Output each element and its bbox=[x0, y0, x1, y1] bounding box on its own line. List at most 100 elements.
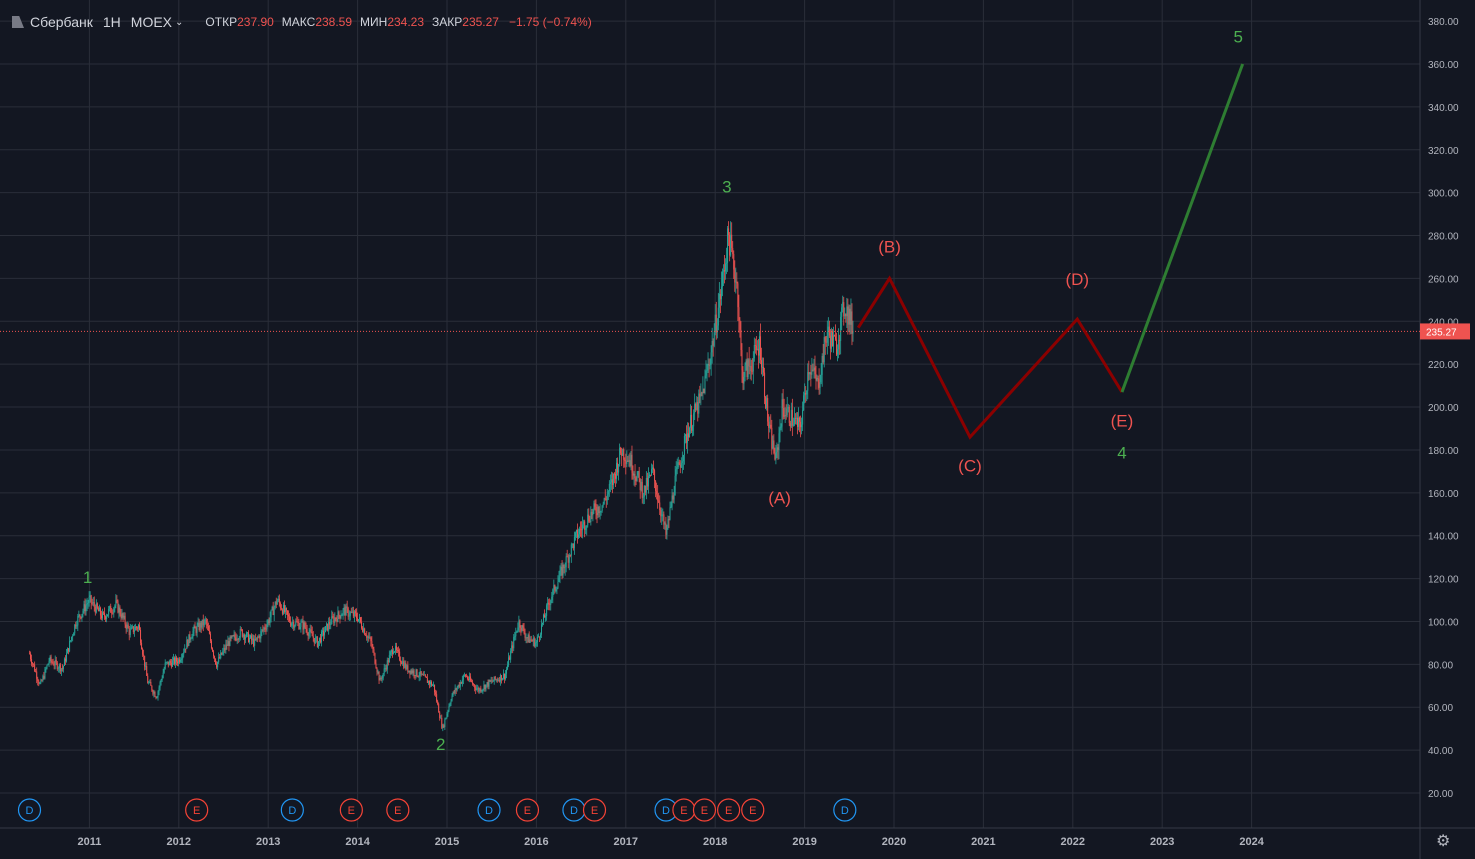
candle-body bbox=[494, 676, 496, 680]
candle-body bbox=[689, 427, 691, 438]
candle-body bbox=[446, 713, 448, 718]
chevron-down-icon[interactable]: ⌄ bbox=[175, 16, 184, 28]
candle-body bbox=[782, 399, 784, 408]
candle-body bbox=[817, 377, 819, 379]
candle-body bbox=[737, 283, 739, 308]
interval[interactable]: 1Н bbox=[102, 14, 121, 30]
candle-body bbox=[647, 476, 649, 487]
low-value: 234.23 bbox=[387, 15, 425, 29]
candle-body bbox=[479, 688, 481, 692]
candle-body bbox=[296, 621, 298, 623]
candle-body bbox=[375, 663, 377, 669]
candle-body bbox=[351, 611, 353, 613]
gear-icon[interactable]: ⚙ bbox=[1436, 833, 1451, 850]
candle-body bbox=[413, 670, 415, 676]
candle-body bbox=[356, 618, 358, 622]
candle-body bbox=[678, 462, 680, 465]
close-value: 235.27 bbox=[462, 15, 499, 29]
candle-body bbox=[759, 336, 761, 361]
candle-body bbox=[460, 682, 462, 684]
forecast-abcde-line bbox=[856, 275, 1124, 440]
candle-body bbox=[681, 461, 683, 463]
candle-body bbox=[646, 478, 648, 487]
earnings-marker bbox=[339, 798, 363, 822]
candle-body bbox=[271, 606, 273, 610]
candle-body bbox=[746, 360, 748, 377]
candle-body bbox=[216, 664, 218, 668]
candle-body bbox=[586, 525, 588, 529]
candle-body bbox=[309, 629, 311, 633]
candle-body bbox=[85, 605, 87, 612]
candle-body bbox=[674, 475, 676, 496]
exchange[interactable]: MOEX bbox=[130, 14, 173, 30]
x-tick-label: 2019 bbox=[792, 836, 816, 848]
candle-body bbox=[697, 402, 699, 414]
candle-body bbox=[77, 615, 79, 626]
candle-body bbox=[531, 640, 533, 642]
candle-body bbox=[743, 377, 745, 384]
candle-body bbox=[188, 634, 190, 646]
candle-body bbox=[323, 630, 325, 636]
y-tick-label: 200.00 bbox=[1428, 403, 1459, 414]
candle-body bbox=[434, 684, 436, 693]
candle-body bbox=[812, 369, 814, 371]
earnings-marker bbox=[692, 798, 717, 822]
wave-label: (B) bbox=[878, 238, 901, 257]
x-tick-label: 2015 bbox=[435, 836, 459, 848]
candle-body bbox=[461, 679, 463, 684]
event-marker-label: E bbox=[701, 805, 708, 817]
candle-body bbox=[632, 472, 634, 476]
candle-body bbox=[739, 320, 741, 330]
candle-body bbox=[475, 687, 477, 690]
candle-body bbox=[378, 671, 380, 681]
candle-body bbox=[645, 478, 647, 493]
candle-body bbox=[582, 524, 584, 531]
candle-body bbox=[204, 619, 206, 621]
candle-body bbox=[700, 392, 702, 397]
candle-body bbox=[380, 677, 382, 679]
candle-body bbox=[341, 614, 343, 617]
candle-body bbox=[583, 521, 585, 525]
symbol-name[interactable]: Сбербанк bbox=[30, 14, 93, 30]
candle-body bbox=[195, 628, 197, 633]
candle-body bbox=[552, 589, 554, 597]
candle-body bbox=[794, 418, 796, 420]
candle-body bbox=[633, 473, 635, 476]
candle-body bbox=[819, 382, 821, 388]
candle-body bbox=[112, 612, 114, 614]
event-marker-label: D bbox=[570, 805, 578, 817]
candle-body bbox=[483, 684, 485, 690]
candle-body bbox=[94, 606, 96, 613]
candle-body bbox=[137, 625, 139, 629]
candle-body bbox=[307, 633, 309, 636]
candle-body bbox=[686, 433, 688, 443]
candle-body bbox=[35, 671, 37, 673]
candle-body bbox=[152, 690, 154, 694]
candle-body bbox=[666, 527, 668, 535]
candle-body bbox=[36, 671, 38, 679]
candle-body bbox=[717, 307, 719, 326]
candle-body bbox=[50, 656, 52, 662]
y-tick-label: 100.00 bbox=[1428, 617, 1459, 628]
candle-body bbox=[209, 633, 211, 642]
candle-body bbox=[699, 393, 701, 397]
candle-body bbox=[185, 648, 187, 650]
candle-body bbox=[679, 464, 681, 468]
candle-body bbox=[443, 725, 445, 728]
candle-body bbox=[240, 629, 242, 630]
candle-body bbox=[454, 688, 456, 693]
candle-body bbox=[695, 403, 697, 410]
candle-body bbox=[513, 637, 515, 649]
candle-body bbox=[525, 637, 527, 639]
earnings-marker bbox=[185, 798, 209, 822]
candle-body bbox=[783, 407, 785, 417]
candle-body bbox=[417, 676, 419, 677]
candle-body bbox=[385, 668, 387, 670]
candle-body bbox=[599, 511, 601, 514]
candle-body bbox=[178, 659, 180, 664]
candle-body bbox=[495, 679, 497, 681]
candle-body bbox=[474, 684, 476, 688]
candle-body bbox=[831, 331, 833, 347]
candle-body bbox=[726, 262, 728, 264]
